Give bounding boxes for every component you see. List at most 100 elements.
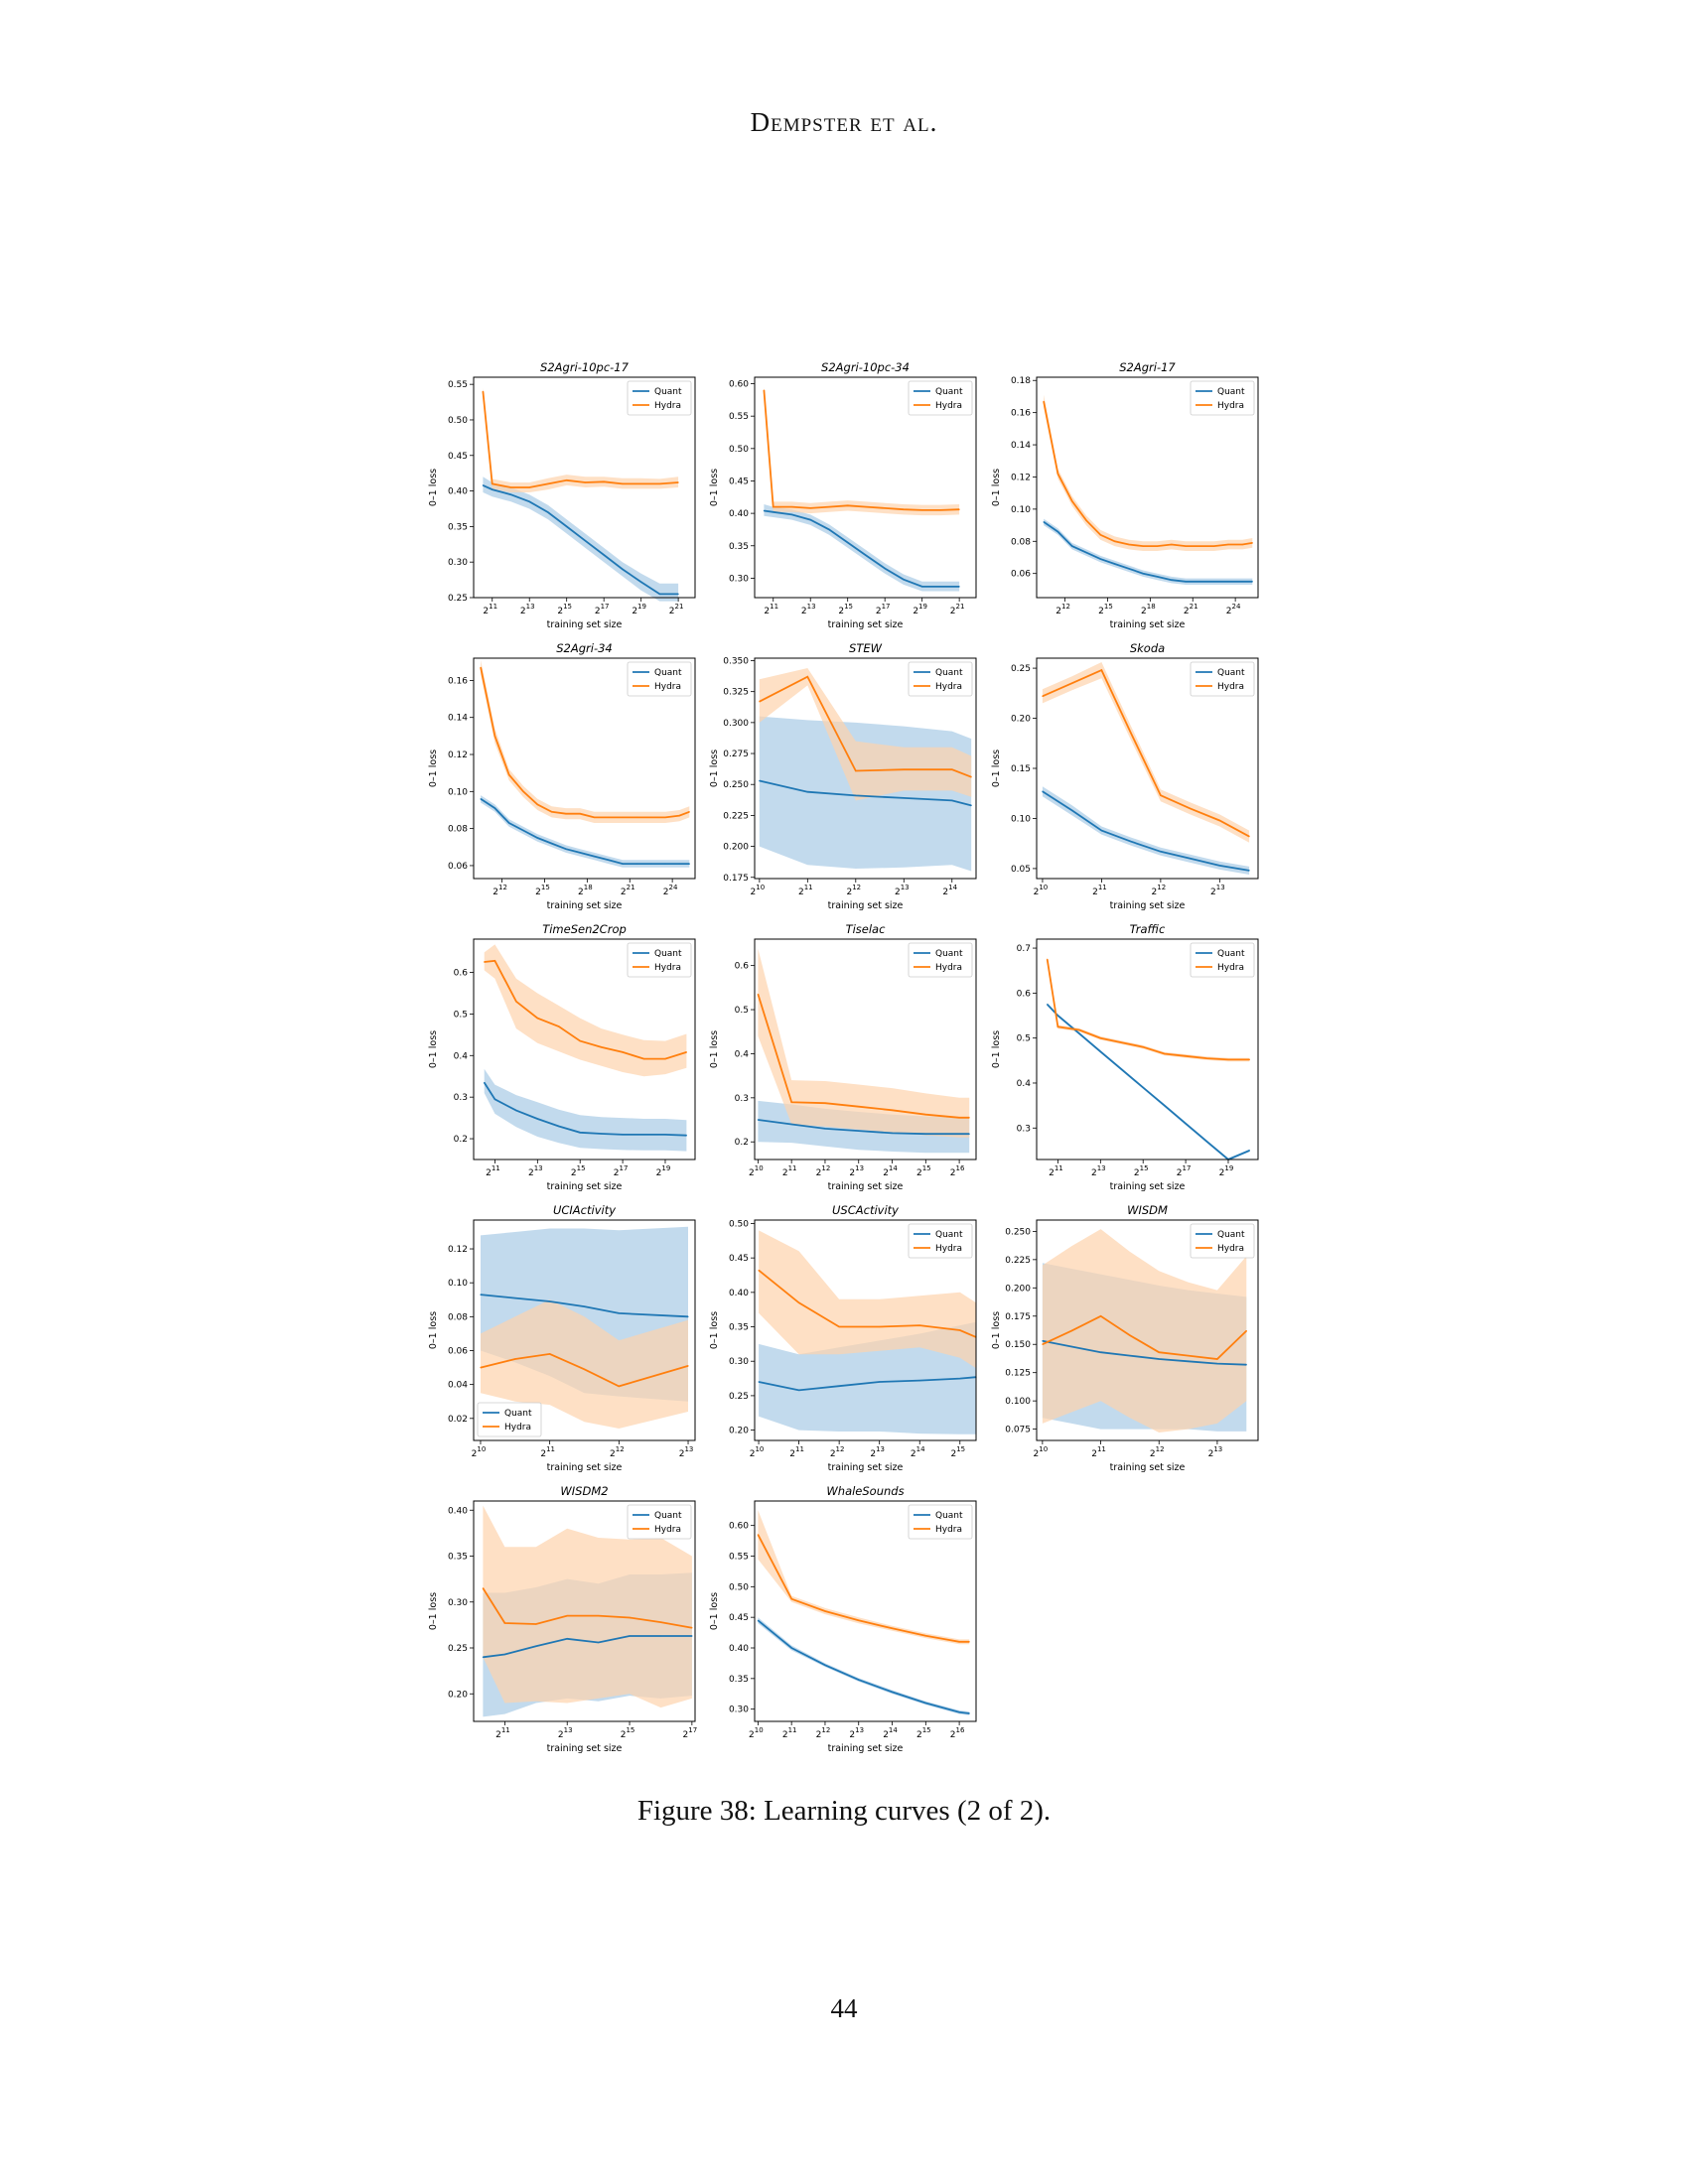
chart-title: Tiselac — [846, 922, 887, 936]
chart-wisdm: WISDM 0.075 0.100 0.125 0.150 0.175 0.200 0.225… — [991, 1203, 1259, 1473]
data-point-hydra — [535, 1623, 537, 1625]
data-point-hydra — [598, 1615, 600, 1617]
data-point-hydra — [1156, 545, 1159, 547]
data-point-quant — [847, 541, 849, 544]
y-tick-label: 0.25 — [448, 594, 468, 604]
data-point-quant — [958, 1711, 960, 1713]
x-tick-label: 211 — [540, 1445, 555, 1459]
series-line-hydra — [480, 667, 690, 819]
x-tick-label: 215 — [838, 603, 853, 616]
data-point-hydra — [939, 509, 942, 511]
data-point-quant — [1248, 870, 1250, 872]
y-tick-label: 0.6 — [735, 962, 750, 972]
x-tick-label: 210 — [751, 884, 766, 897]
data-point-hydra — [579, 813, 581, 815]
data-point-quant — [855, 794, 857, 797]
data-point-hydra — [838, 1325, 840, 1328]
data-point-quant — [921, 586, 923, 588]
data-point-hydra — [1042, 1343, 1044, 1345]
data-point-hydra — [618, 1385, 620, 1387]
data-point-quant — [763, 509, 766, 512]
data-point-hydra — [1047, 958, 1049, 961]
y-axis-label: 0–1 loss — [991, 1030, 1002, 1068]
data-point-quant — [688, 863, 690, 865]
series-line-quant — [759, 779, 972, 807]
data-point-quant — [629, 1635, 631, 1637]
y-tick-label: 0.10 — [448, 1279, 468, 1289]
legend-label-hydra: Hydra — [935, 682, 962, 692]
legend-box — [1190, 661, 1255, 697]
y-tick-label: 0.075 — [1005, 1426, 1031, 1435]
data-point-quant — [1248, 1150, 1250, 1152]
y-tick-label: 0.16 — [448, 676, 468, 686]
x-tick-label: 213 — [520, 603, 535, 616]
x-tick-label: 219 — [656, 1164, 671, 1178]
x-tick-label: 213 — [558, 1726, 573, 1740]
data-point-quant — [759, 779, 761, 782]
x-tick-label: 212 — [830, 1445, 845, 1459]
data-point-quant — [622, 568, 624, 571]
y-tick-label: 0.20 — [448, 1690, 468, 1700]
data-point-quant — [484, 1081, 486, 1084]
legend-label-hydra: Hydra — [1217, 401, 1244, 411]
data-point-hydra — [584, 481, 587, 483]
data-point-quant — [528, 500, 530, 502]
y-tick-label: 0.3 — [735, 1094, 749, 1104]
chart-whalesounds: WhaleSounds 0.30 0.35 0.40 0.45 0.50 0.55 0.60 2… — [709, 1484, 977, 1754]
plot-frame — [473, 938, 696, 1160]
x-tick-label: 215 — [950, 1445, 965, 1459]
data-point-quant — [891, 1132, 894, 1134]
data-point-hydra — [1121, 1041, 1123, 1043]
chart-title: S2Agri-34 — [556, 641, 613, 655]
data-point-quant — [1056, 1015, 1058, 1017]
data-point-hydra — [583, 1368, 586, 1370]
data-point-quant — [790, 1123, 792, 1126]
x-tick-label: 217 — [595, 603, 610, 616]
data-point-quant — [951, 799, 953, 802]
chart-s2agri-17: S2Agri-17 0.06 0.08 0.10 0.12 0.14 0.16 0.18 212… — [991, 360, 1259, 630]
x-tick-label: 210 — [472, 1445, 487, 1459]
y-tick-label: 0.50 — [729, 1219, 749, 1229]
x-axis-label: training set size — [547, 619, 623, 630]
x-tick-label: 213 — [1210, 884, 1225, 897]
band-quant — [759, 1321, 976, 1434]
y-tick-label: 0.7 — [1017, 944, 1031, 954]
y-axis-label: 0–1 loss — [991, 469, 1002, 506]
data-point-hydra — [1213, 545, 1215, 547]
data-point-hydra — [642, 1058, 645, 1060]
legend-label-hydra: Hydra — [935, 401, 962, 411]
data-point-hydra — [622, 1051, 624, 1053]
y-axis-label: 0–1 loss — [428, 1030, 439, 1068]
y-axis-label: 0–1 loss — [709, 1030, 720, 1068]
data-point-hydra — [664, 1058, 666, 1060]
y-tick-label: 0.14 — [448, 714, 468, 724]
data-point-quant — [1190, 858, 1192, 860]
data-point-quant — [593, 856, 596, 858]
data-point-quant — [1128, 568, 1130, 570]
data-point-hydra — [958, 508, 960, 510]
data-point-hydra — [566, 479, 568, 481]
x-axis-label: training set size — [828, 1181, 904, 1192]
y-tick-label: 0.4 — [454, 1051, 469, 1061]
chart-uciactivity: UCIActivity 0.02 0.04 0.06 0.08 0.10 0.12 210 21… — [428, 1203, 696, 1473]
y-axis-label: 0–1 loss — [991, 750, 1002, 787]
legend: Quant Hydra — [477, 1402, 542, 1437]
x-tick-label: 212 — [1055, 603, 1070, 616]
data-point-quant — [858, 1679, 860, 1681]
legend-label-hydra: Hydra — [935, 963, 962, 973]
legend-box — [908, 1223, 973, 1259]
series-line-hydra — [1043, 401, 1253, 547]
data-point-quant — [664, 863, 666, 865]
data-point-hydra — [847, 504, 849, 506]
data-point-hydra — [480, 666, 482, 668]
y-tick-label: 0.5 — [454, 1010, 468, 1020]
legend-box — [477, 1402, 542, 1437]
data-point-quant — [584, 540, 587, 542]
data-point-hydra — [1227, 1058, 1229, 1060]
legend-label-hydra: Hydra — [1217, 963, 1244, 973]
data-point-hydra — [1248, 1058, 1250, 1060]
data-point-quant — [1156, 576, 1159, 578]
x-tick-label: 221 — [669, 603, 684, 616]
data-point-hydra — [1056, 1025, 1058, 1027]
y-tick-label: 0.16 — [1011, 409, 1031, 419]
